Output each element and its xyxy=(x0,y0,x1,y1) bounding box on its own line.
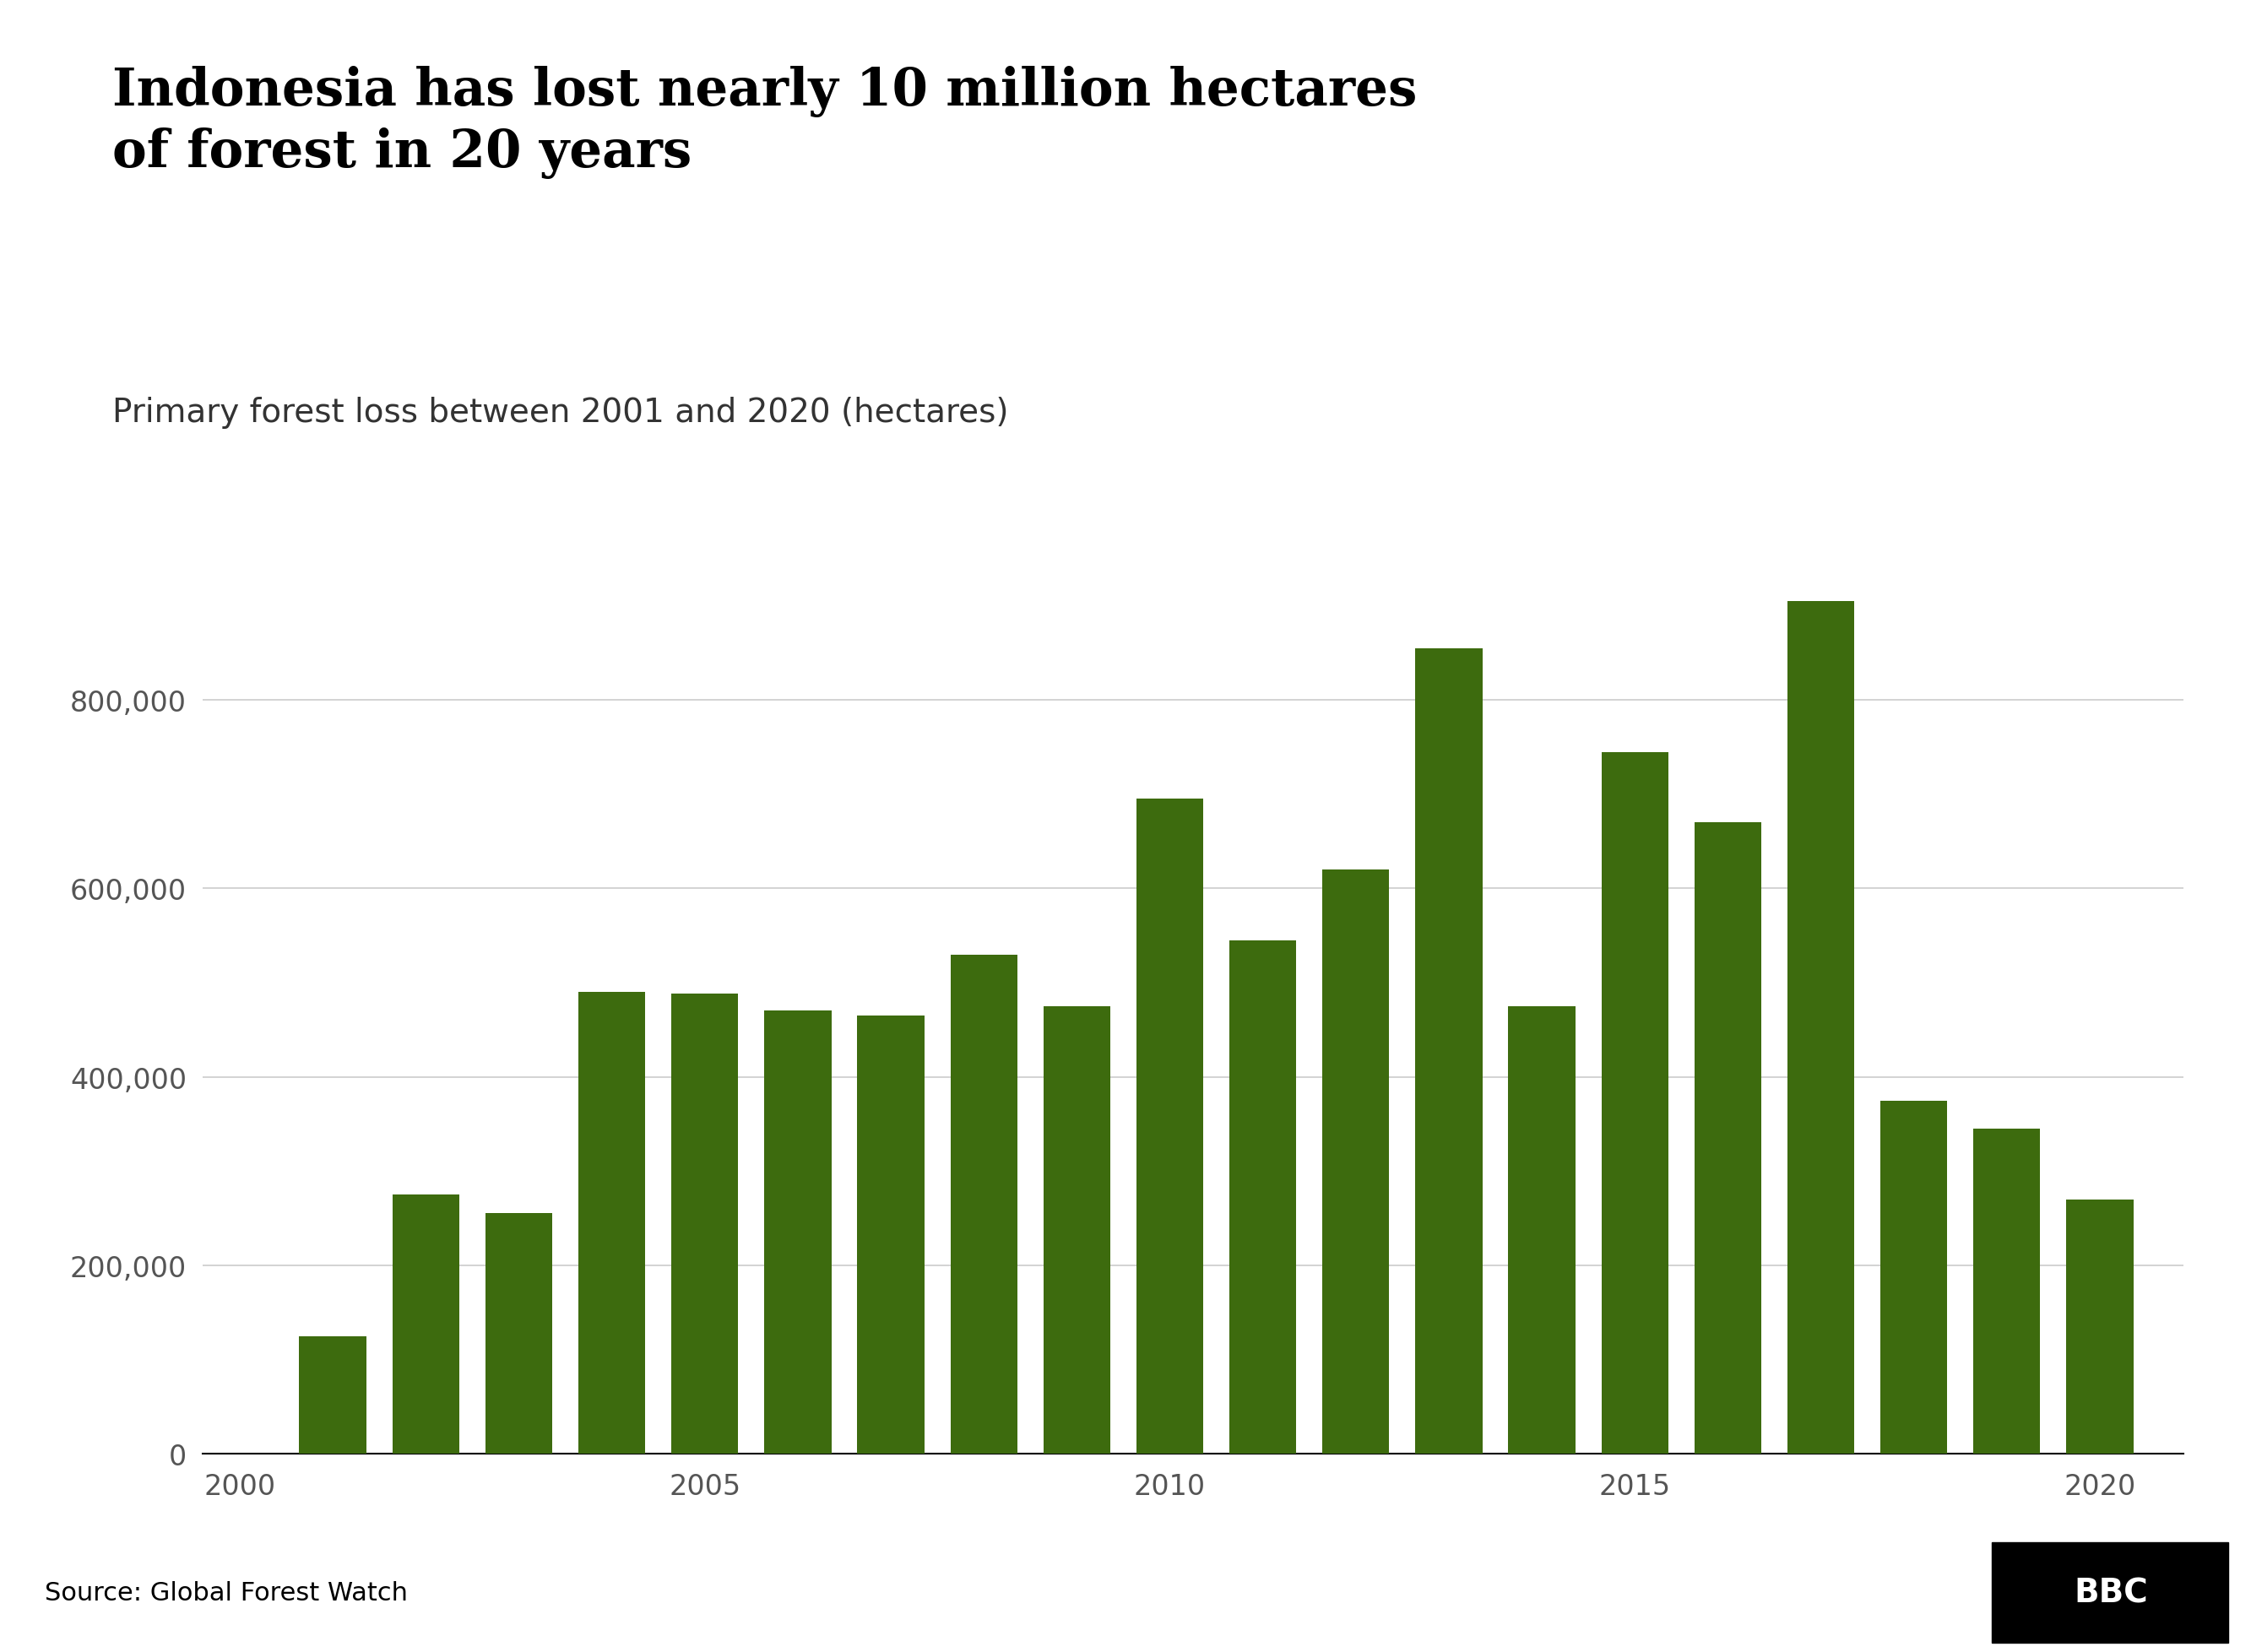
FancyBboxPatch shape xyxy=(1992,1543,2228,1642)
Bar xyxy=(1880,1100,1947,1454)
Bar xyxy=(1137,800,1204,1454)
Bar xyxy=(950,955,1017,1454)
Bar xyxy=(1508,1006,1576,1454)
Bar xyxy=(486,1214,551,1454)
Bar xyxy=(1416,649,1481,1454)
Bar xyxy=(1600,752,1668,1454)
Bar xyxy=(2066,1199,2134,1454)
Bar xyxy=(1229,940,1297,1454)
Bar xyxy=(1321,871,1389,1454)
Bar xyxy=(1787,601,1855,1454)
Text: Source: Global Forest Watch: Source: Global Forest Watch xyxy=(45,1581,407,1604)
Text: Primary forest loss between 2001 and 2020 (hectares): Primary forest loss between 2001 and 202… xyxy=(113,396,1008,428)
Bar xyxy=(765,1011,831,1454)
Bar xyxy=(392,1194,459,1454)
Bar xyxy=(299,1336,367,1454)
Bar xyxy=(579,993,646,1454)
Bar xyxy=(1695,823,1760,1454)
Bar xyxy=(1974,1128,2039,1454)
Text: Indonesia has lost nearly 10 million hectares
of forest in 20 years: Indonesia has lost nearly 10 million hec… xyxy=(113,66,1418,178)
Text: BBC: BBC xyxy=(2075,1576,2147,1609)
Bar xyxy=(1042,1006,1110,1454)
Bar xyxy=(671,995,738,1454)
Bar xyxy=(858,1016,925,1454)
